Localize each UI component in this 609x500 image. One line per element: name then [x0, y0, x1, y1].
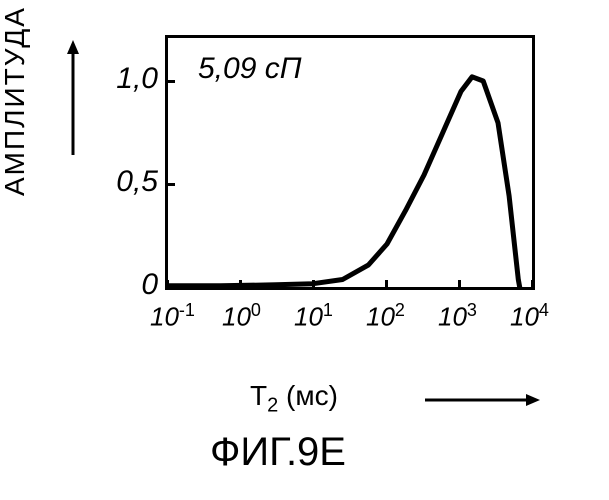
x-axis-arrow-icon [420, 390, 540, 410]
x-tick-label: 10-1 [150, 300, 195, 333]
y-tick-label: 0 [108, 268, 158, 302]
x-tick-label: 104 [510, 300, 549, 333]
chart-curve [165, 35, 535, 290]
y-axis-arrow-icon [63, 40, 83, 160]
x-axis-label: T2 (мс) [250, 380, 338, 418]
y-tick-label: 1,0 [108, 62, 158, 96]
y-tick-label: 0,5 [108, 165, 158, 199]
x-tick-label: 101 [294, 300, 333, 333]
x-tick-label: 103 [438, 300, 477, 333]
y-axis-label: АМПЛИТУДА [0, 6, 31, 196]
x-tick-label: 100 [222, 300, 261, 333]
x-tick-label: 102 [366, 300, 405, 333]
figure-caption: ФИГ.9E [210, 430, 346, 475]
